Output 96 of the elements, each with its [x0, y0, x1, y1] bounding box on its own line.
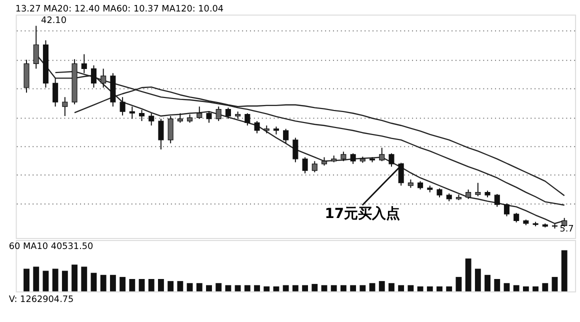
candlestick	[302, 156, 308, 174]
text: V: 1262904.75	[8, 295, 74, 306]
bar	[408, 285, 414, 292]
candlestick	[466, 189, 472, 200]
bar	[292, 285, 298, 292]
candlestick	[283, 128, 289, 144]
candlestick	[244, 112, 250, 126]
bar	[244, 285, 250, 292]
bar	[158, 279, 164, 292]
candlestick	[90, 64, 97, 88]
bar	[398, 285, 404, 292]
candlestick	[292, 137, 298, 163]
bar	[120, 276, 126, 292]
bar	[72, 264, 78, 292]
candlestick	[312, 160, 318, 173]
bar	[532, 286, 539, 292]
bar	[62, 270, 68, 292]
bar	[513, 285, 520, 292]
bar	[42, 270, 49, 292]
bar	[321, 285, 328, 292]
candlestick	[148, 112, 154, 126]
bar	[436, 286, 442, 292]
bar	[148, 279, 154, 292]
bar	[100, 274, 106, 292]
bar	[330, 285, 337, 292]
bar	[273, 286, 280, 292]
candlestick	[129, 106, 135, 120]
bar	[474, 268, 481, 292]
bar	[24, 268, 30, 292]
bar	[302, 285, 308, 292]
bar	[542, 283, 548, 292]
bar	[196, 283, 202, 292]
candlestick	[254, 120, 260, 134]
bar	[378, 281, 385, 292]
bar	[186, 283, 193, 292]
candlestick	[494, 193, 500, 208]
bar	[360, 285, 366, 292]
bar	[504, 283, 510, 292]
bar	[369, 283, 376, 292]
bar	[168, 281, 174, 292]
annotation: 17元买入点	[324, 206, 400, 222]
bar	[484, 274, 490, 292]
bar	[426, 286, 433, 292]
bar	[561, 250, 568, 292]
candlestick	[177, 112, 183, 124]
candlestick	[388, 152, 394, 168]
bar	[52, 268, 58, 292]
bar	[254, 285, 260, 292]
candlestick	[158, 118, 164, 150]
bar	[446, 286, 452, 292]
annotation: 5.7	[560, 224, 574, 234]
candlestick	[81, 54, 87, 74]
candlestick	[62, 96, 68, 117]
candlestick	[33, 25, 39, 70]
bar	[552, 276, 558, 292]
bar	[206, 285, 212, 292]
bar	[264, 286, 270, 292]
bar	[234, 285, 241, 292]
candlestick	[120, 96, 126, 116]
candlestick	[100, 68, 106, 88]
candlestick	[24, 59, 30, 94]
bar	[312, 284, 318, 292]
bar	[350, 285, 356, 292]
candlestick	[514, 212, 520, 223]
chart-title: 13.27 MA20: 12.40 MA60: 10.37 MA120: 10.04	[15, 4, 224, 15]
bar	[494, 279, 500, 292]
candlestick	[216, 106, 222, 122]
bar	[33, 266, 40, 292]
candlestick	[168, 116, 174, 144]
annotation: 60 MA10 40531.50	[8, 242, 94, 252]
bar	[465, 258, 472, 292]
candlestick	[206, 111, 212, 124]
bar	[177, 281, 184, 292]
bar	[225, 285, 232, 292]
bar	[388, 283, 394, 292]
bar	[417, 286, 424, 292]
bar	[138, 279, 145, 292]
bar	[129, 279, 136, 292]
candlestick	[52, 78, 58, 108]
bar	[216, 283, 222, 292]
candlestick	[504, 202, 510, 217]
bar	[456, 276, 462, 292]
bar	[522, 286, 529, 292]
candlestick	[196, 106, 202, 120]
bar	[282, 285, 289, 292]
candlestick	[138, 109, 145, 122]
candlestick	[350, 152, 356, 164]
bar	[90, 272, 97, 292]
candlestick	[379, 147, 385, 162]
bar	[110, 274, 116, 292]
bar	[81, 266, 88, 292]
annotation: 42.10	[41, 16, 67, 26]
candlestick	[475, 182, 481, 197]
bar	[340, 285, 346, 292]
candlestick	[225, 107, 231, 120]
candlestick	[340, 151, 346, 162]
